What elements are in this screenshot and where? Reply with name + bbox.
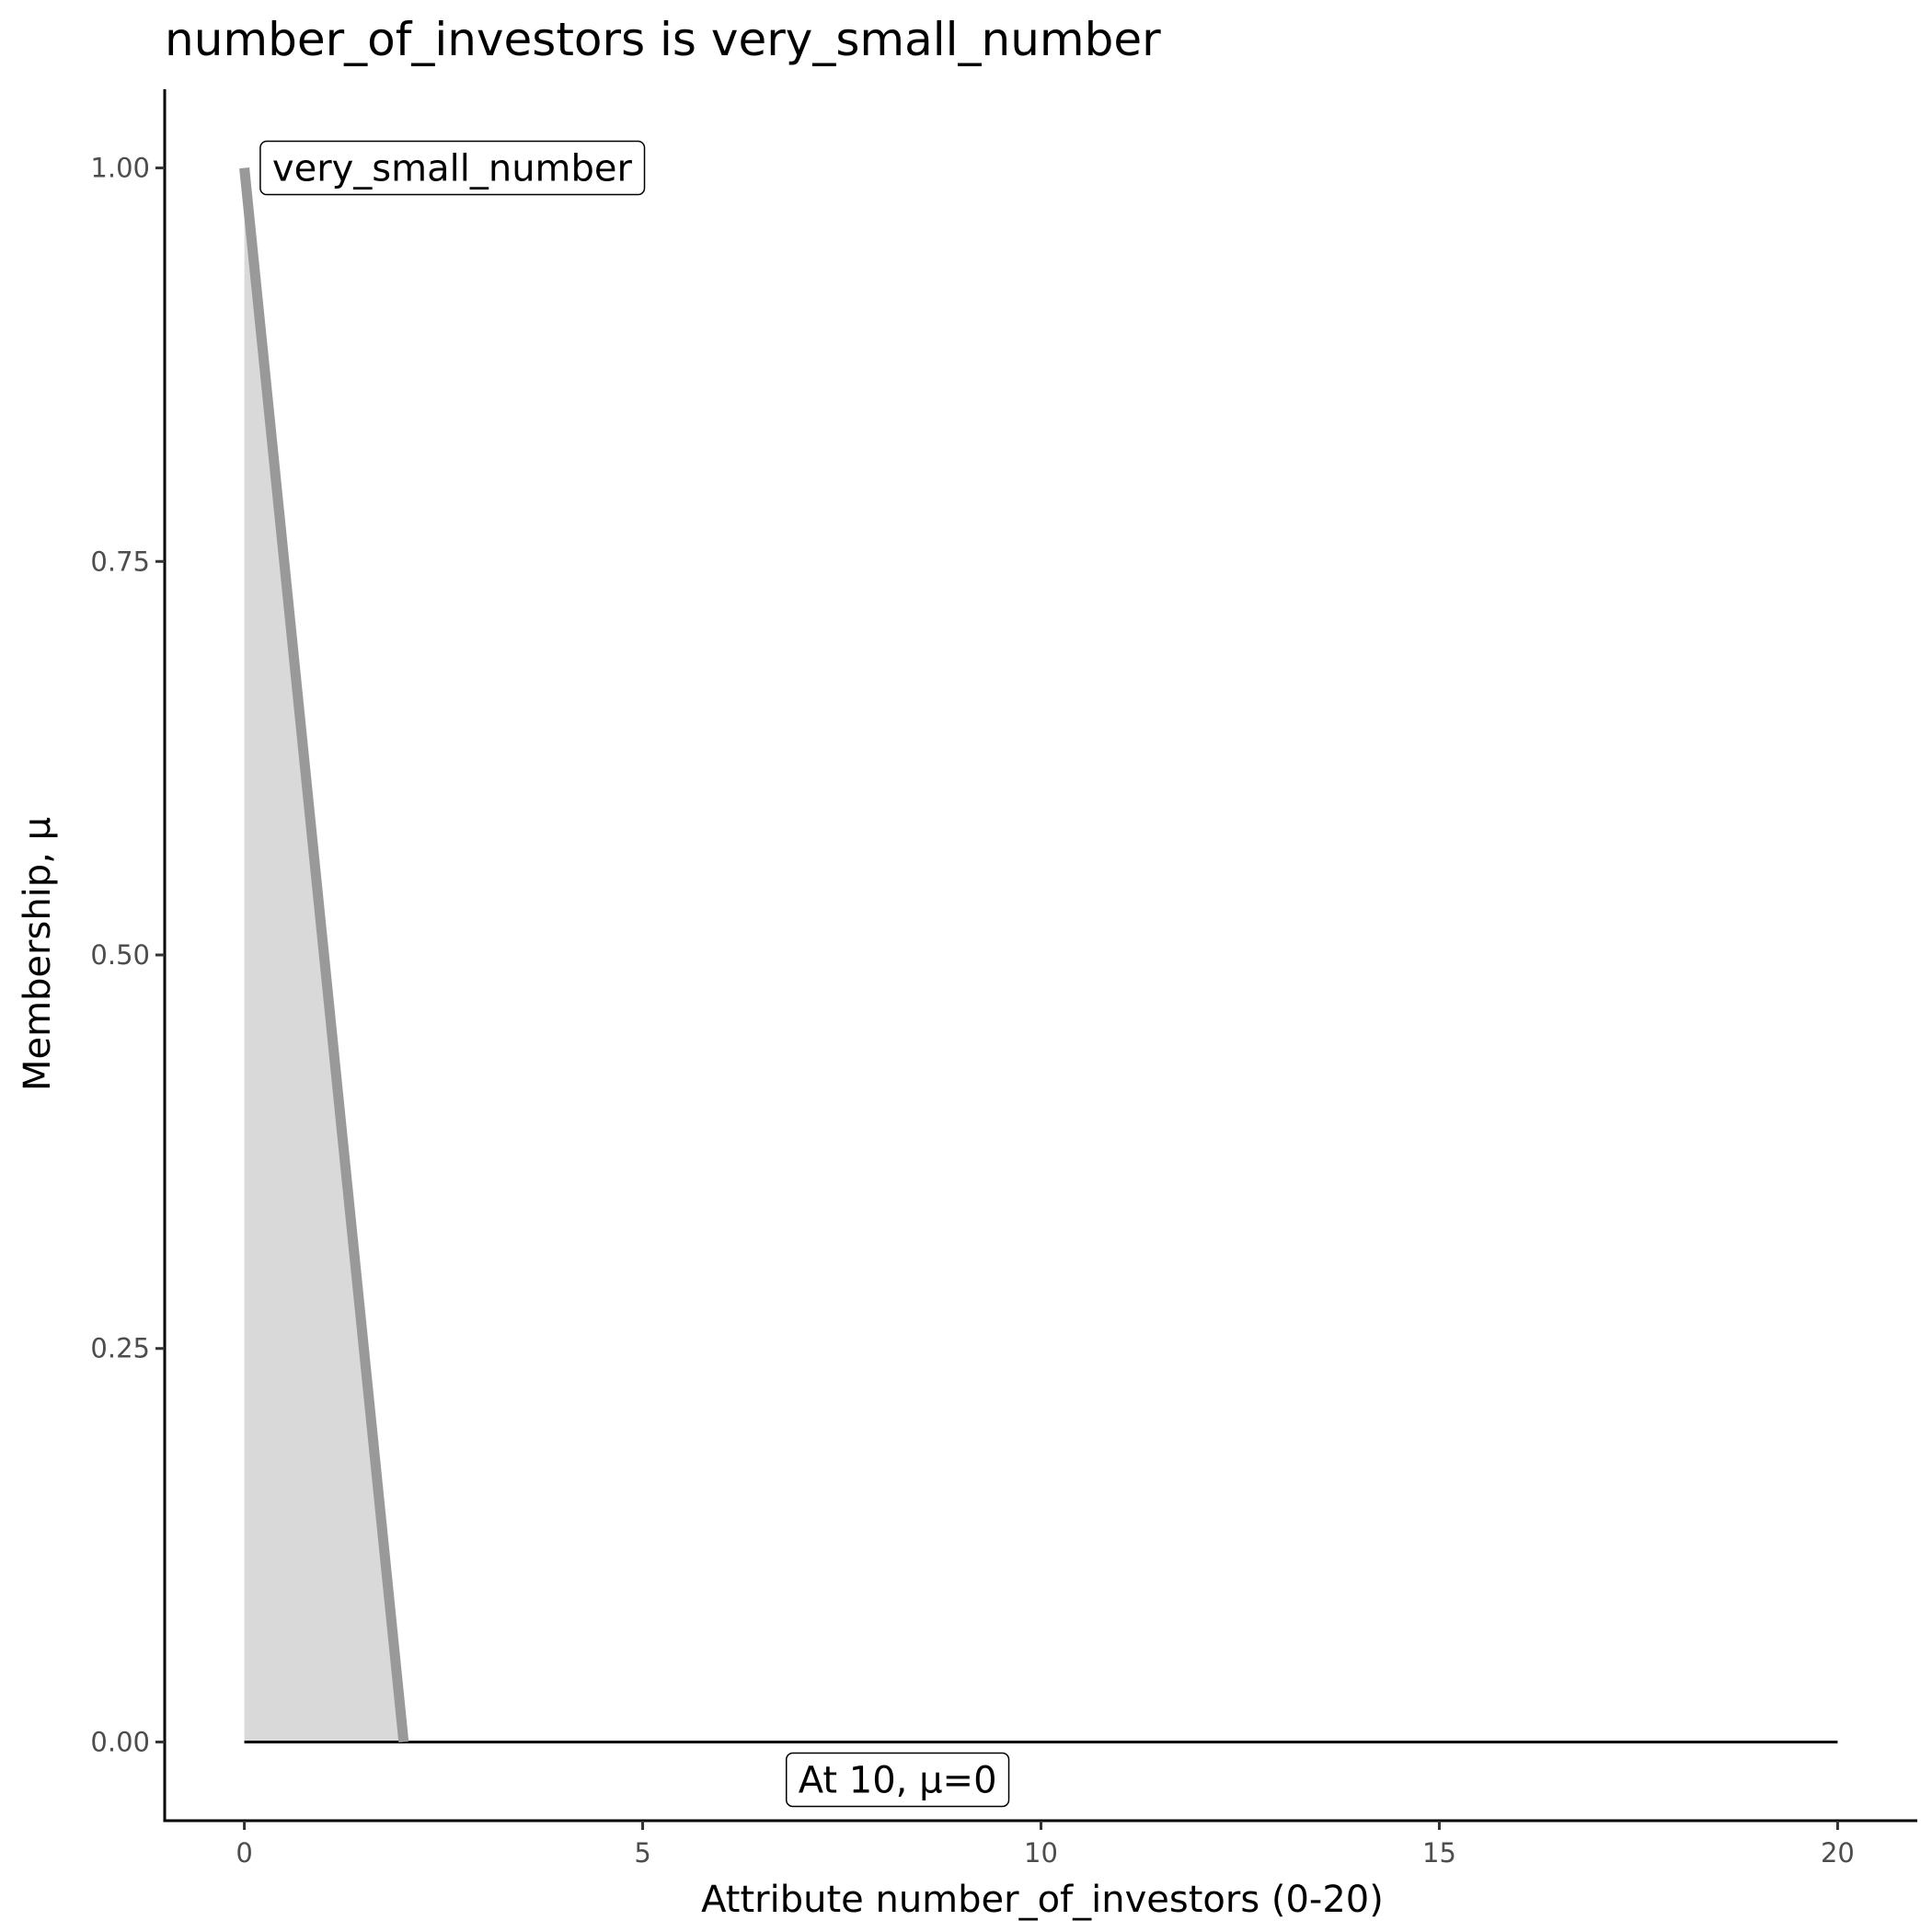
y-tick-label: 1.00 <box>90 153 150 184</box>
y-tick-label: 0.50 <box>90 939 150 971</box>
y-tick-label: 0.00 <box>90 1726 150 1757</box>
y-tick-label: 0.75 <box>90 546 150 577</box>
x-tick-label: 20 <box>1821 1837 1855 1869</box>
x-tick-label: 15 <box>1422 1837 1456 1869</box>
plot-area: 0 5 10 15 20 0.00 0.25 0.50 0.75 1.00 very_small_n… <box>90 89 1917 1869</box>
y-tick-label: 0.25 <box>90 1333 150 1364</box>
x-axis-label: Attribute number_of_investors (0-20) <box>701 1879 1384 1921</box>
membership-line <box>239 167 409 1743</box>
x-tick-label: 5 <box>634 1837 650 1869</box>
x-tick-label: 10 <box>1024 1837 1058 1869</box>
annotation-label: At 10, μ=0 <box>799 1760 997 1802</box>
x-tick-label: 0 <box>236 1837 252 1869</box>
y-axis-label: Membership, μ <box>17 817 59 1091</box>
chart-title: number_of_investors is very_small_number <box>165 13 1161 66</box>
annotation-label: very_small_number <box>272 148 633 190</box>
annotation-box <box>785 1752 1010 1808</box>
annotation-box <box>259 140 646 196</box>
